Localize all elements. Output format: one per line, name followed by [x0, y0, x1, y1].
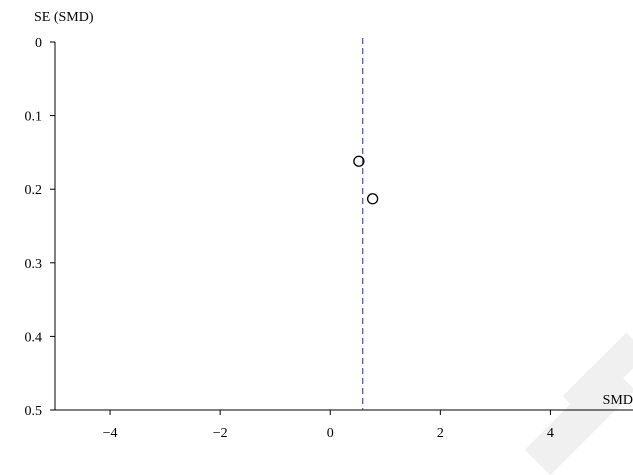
- y-tick-label: 0.4: [25, 330, 43, 345]
- study-point: [353, 155, 365, 167]
- axes: [54, 42, 633, 411]
- y-tick-label: 0.3: [25, 257, 43, 272]
- x-tick-label: 2: [437, 426, 444, 441]
- y-axis-title: SE (SMD): [34, 10, 94, 25]
- y-tick-label: 0.1: [25, 110, 43, 125]
- funnel-plot: 0 0.1 0.2 0.3 0.4 0.5 −4 −2 0 2 4 SE (SMD) SMD: [25, 10, 633, 441]
- y-tick-label: 0.5: [25, 404, 43, 419]
- x-axis-title: SMD: [603, 393, 633, 408]
- study-points: [353, 155, 379, 205]
- x-tick-label: 4: [547, 426, 554, 441]
- study-point: [366, 193, 379, 205]
- x-ticks: −4 −2 0 2 4: [103, 410, 554, 441]
- y-tick-label: 0: [35, 36, 42, 51]
- y-tick-label: 0.2: [25, 183, 43, 198]
- x-tick-label: 0: [327, 426, 334, 441]
- x-tick-label: −2: [213, 426, 228, 441]
- x-tick-label: −4: [103, 426, 118, 441]
- y-ticks: 0 0.1 0.2 0.3 0.4 0.5: [25, 36, 55, 419]
